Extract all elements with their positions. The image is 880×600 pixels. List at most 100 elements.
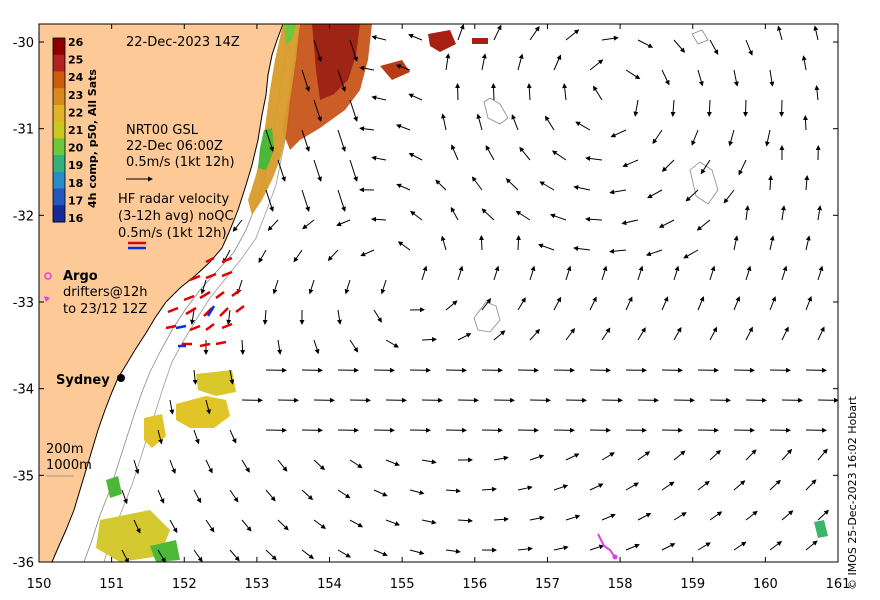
- sst-hot-core: [312, 24, 360, 100]
- current-vector: [544, 115, 555, 131]
- current-vector: [526, 83, 532, 101]
- current-vector: [661, 481, 675, 491]
- current-vector: [551, 150, 567, 161]
- current-vector: [519, 146, 531, 161]
- current-vector: [121, 489, 128, 505]
- current-vector: [265, 189, 274, 212]
- current-vector: [517, 546, 533, 552]
- current-vector: [709, 511, 723, 521]
- current-vector: [226, 309, 232, 325]
- colorbar-block: [53, 188, 65, 206]
- current-vector: [805, 479, 817, 491]
- current-vector: [336, 219, 351, 227]
- current-vector: [505, 178, 519, 191]
- current-vector: [553, 296, 562, 311]
- current-vector: [553, 484, 569, 491]
- colorbar-block: [53, 138, 65, 156]
- current-vector: [517, 53, 524, 71]
- current-vector: [733, 69, 739, 87]
- current-vector: [301, 69, 310, 92]
- current-vector: [585, 216, 603, 222]
- land-mass: [39, 24, 284, 562]
- current-vector: [133, 519, 141, 534]
- sst-offshore-blob: [428, 30, 456, 52]
- current-vector: [745, 39, 753, 56]
- depth-label-200m: 200m: [46, 442, 83, 457]
- current-vector: [601, 35, 619, 41]
- seamount-contour: [483, 97, 509, 125]
- current-vector: [313, 99, 322, 122]
- current-vector: [781, 448, 793, 461]
- current-vector: [308, 279, 315, 295]
- current-vector: [457, 265, 464, 281]
- colorbar-block: [53, 71, 65, 89]
- current-vector: [371, 95, 387, 101]
- current-vector: [733, 296, 741, 311]
- current-vector: [802, 115, 808, 131]
- current-vector: [781, 265, 788, 281]
- colorbar-tick-label: 17: [68, 194, 83, 207]
- current-vector: [371, 155, 387, 161]
- current-vector: [457, 518, 473, 524]
- colorbar-tick-label: 16: [68, 212, 84, 225]
- current-vector: [408, 33, 423, 41]
- current-vector: [565, 328, 576, 341]
- lat-tick-label: -36: [13, 556, 34, 571]
- current-vector: [421, 265, 428, 281]
- current-vector: [601, 452, 615, 461]
- current-vector: [241, 459, 250, 473]
- current-vector: [573, 245, 591, 251]
- model-legend-line: 22-Dec 06:00Z: [126, 139, 223, 154]
- current-vector: [769, 479, 781, 491]
- sst-green-patch: [106, 476, 122, 498]
- drifter-track: [597, 533, 615, 557]
- current-vector: [481, 208, 495, 221]
- current-vector: [769, 235, 775, 251]
- current-vector: [515, 210, 531, 221]
- current-vector: [565, 453, 580, 461]
- current-vector: [360, 249, 375, 257]
- current-vector: [529, 454, 545, 461]
- current-vector: [529, 265, 536, 281]
- current-vector: [265, 549, 277, 561]
- current-vector: [313, 159, 322, 182]
- current-vector: [768, 175, 774, 191]
- current-vector: [805, 540, 818, 551]
- current-vector: [373, 489, 388, 497]
- current-vector: [293, 249, 303, 263]
- current-vector: [302, 219, 315, 230]
- current-vector: [397, 241, 411, 251]
- current-vector: [205, 519, 215, 533]
- current-vector: [408, 93, 423, 101]
- colorbar-tick-label: 18: [68, 177, 83, 190]
- current-vector: [743, 99, 749, 117]
- current-vector: [385, 459, 400, 467]
- current-vector: [529, 515, 545, 521]
- lon-tick-label: 156: [462, 577, 487, 592]
- current-vector: [157, 489, 165, 504]
- current-vector: [673, 326, 682, 341]
- sst-yellow-patch: [196, 370, 236, 396]
- current-vector: [673, 39, 686, 53]
- current-vector: [633, 99, 639, 117]
- current-vector: [457, 24, 465, 41]
- plot-frame: [38, 23, 839, 563]
- current-vector: [169, 399, 175, 415]
- current-vector: [801, 55, 807, 71]
- colorbar-tick-label: 26: [68, 36, 84, 49]
- current-vector: [609, 248, 627, 254]
- current-vector: [813, 25, 819, 41]
- sst-yellow-patch: [176, 396, 230, 428]
- current-vector: [637, 451, 651, 461]
- current-vector: [565, 514, 581, 521]
- current-vector: [421, 336, 437, 342]
- current-vector: [625, 543, 640, 551]
- current-vector: [359, 126, 375, 132]
- colorbar-block: [53, 88, 65, 106]
- lon-tick-label: 150: [27, 577, 52, 592]
- current-vector: [277, 519, 289, 531]
- sst-offshore-blob: [380, 60, 410, 80]
- sst-yellow-patch: [144, 414, 166, 448]
- current-vector: [409, 549, 425, 556]
- current-vector: [589, 483, 604, 491]
